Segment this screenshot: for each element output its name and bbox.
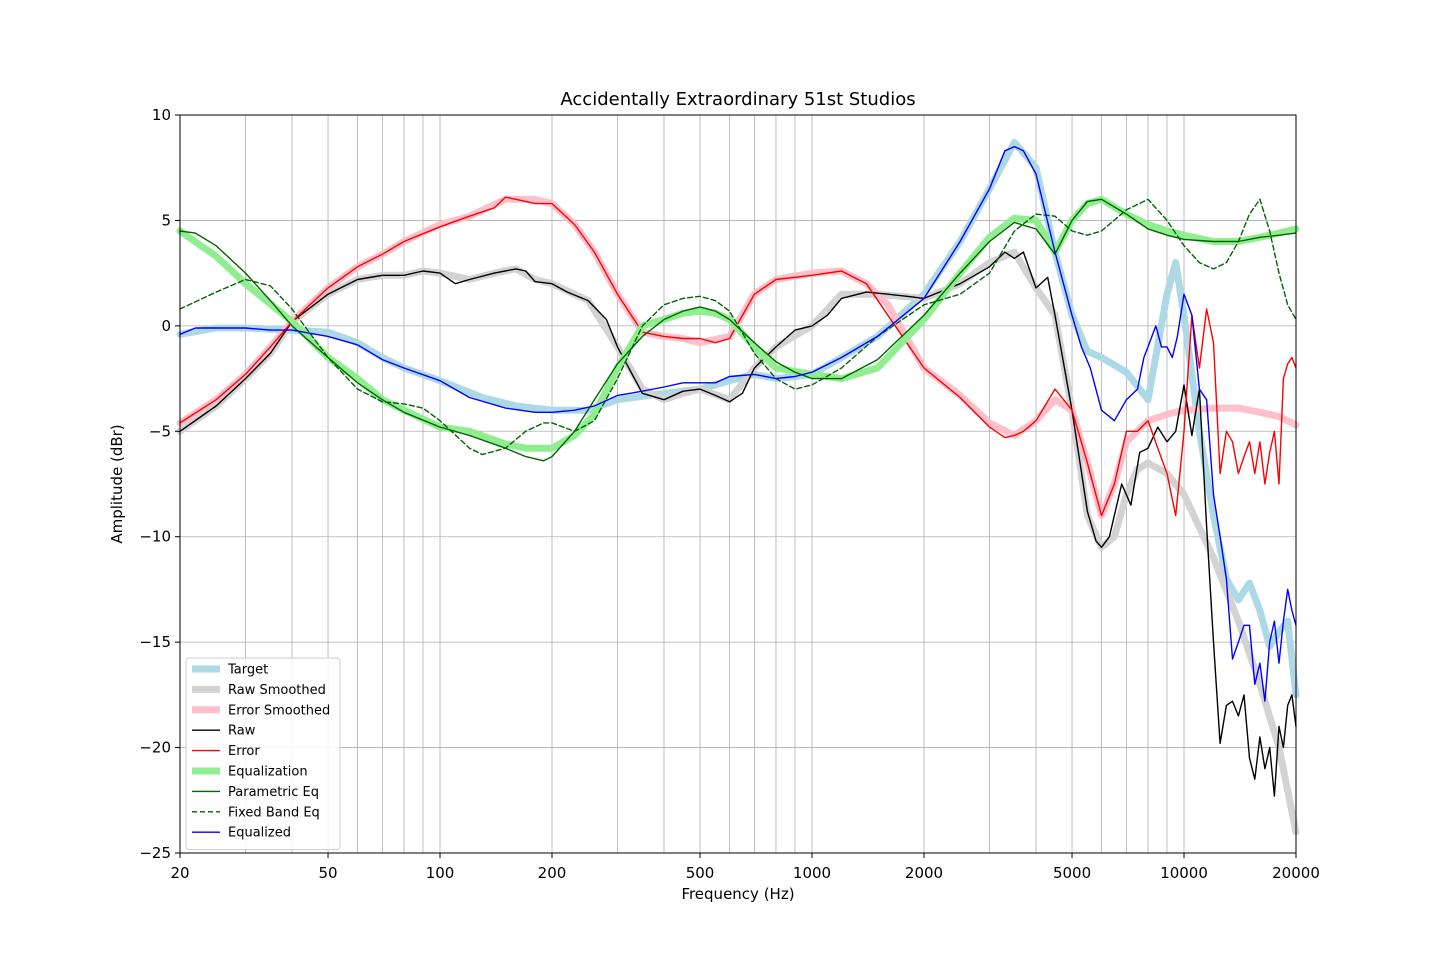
legend-label: Equalized [228, 826, 291, 841]
legend-label: Target [227, 663, 268, 678]
series-line-equalized [179, 145, 1297, 702]
legend-label: Fixed Band Eq [228, 805, 320, 820]
y-tick-label: −10 [139, 528, 171, 546]
y-tick-label: 5 [161, 211, 171, 229]
chart-title: Accidentally Extraordinary 51st Studios [560, 89, 915, 110]
y-axis-label: Amplitude (dBr) [108, 424, 126, 543]
x-tick-label: 1000 [793, 864, 831, 882]
legend-label: Parametric Eq [228, 785, 319, 800]
series-line-parametric-eq [179, 198, 1297, 462]
y-tick-label: 10 [152, 106, 171, 124]
legend-box [185, 657, 341, 851]
y-tick-label: −5 [149, 422, 171, 440]
plot-series [176, 138, 1300, 836]
x-tick-label: 200 [538, 864, 567, 882]
legend: Target Raw Smoothed Error Smoothed Raw Error… [185, 657, 341, 851]
series-line-raw [179, 251, 1297, 797]
y-tick-label: −25 [139, 844, 171, 862]
x-tick-label: 20000 [1272, 864, 1320, 882]
x-tick-label: 20 [170, 864, 189, 882]
x-axis-label: Frequency (Hz) [681, 885, 794, 903]
y-tick-label: 0 [161, 317, 171, 335]
y-tick-label: −15 [139, 633, 171, 651]
legend-label: Error Smoothed [228, 703, 330, 718]
series-line-equalization [176, 195, 1300, 452]
y-tick-label: −20 [139, 739, 171, 757]
series-line-error [179, 196, 1297, 517]
legend-label: Error [228, 744, 260, 759]
axis-ticks: 20 50 100 200 500 1000 2000 5000 10000 200001050−… [139, 106, 1320, 882]
x-tick-label: 5000 [1053, 864, 1091, 882]
x-tick-label: 100 [426, 864, 455, 882]
legend-label: Raw Smoothed [228, 683, 326, 698]
legend-label: Equalization [228, 765, 308, 780]
legend-label: Raw [228, 724, 256, 739]
x-tick-label: 2000 [905, 864, 943, 882]
x-tick-label: 10000 [1160, 864, 1208, 882]
x-tick-label: 500 [686, 864, 715, 882]
x-tick-label: 50 [318, 864, 337, 882]
plot-frame [179, 114, 1297, 854]
